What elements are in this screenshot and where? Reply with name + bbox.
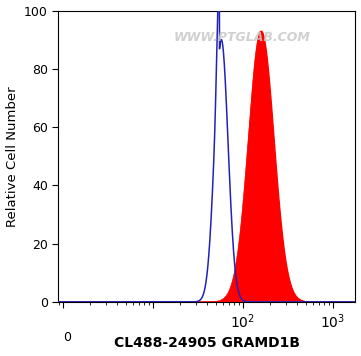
- X-axis label: CL488-24905 GRAMD1B: CL488-24905 GRAMD1B: [114, 336, 300, 350]
- Text: WWW.PTGLAB.COM: WWW.PTGLAB.COM: [174, 31, 311, 44]
- Y-axis label: Relative Cell Number: Relative Cell Number: [5, 86, 18, 226]
- Text: 0: 0: [64, 331, 71, 344]
